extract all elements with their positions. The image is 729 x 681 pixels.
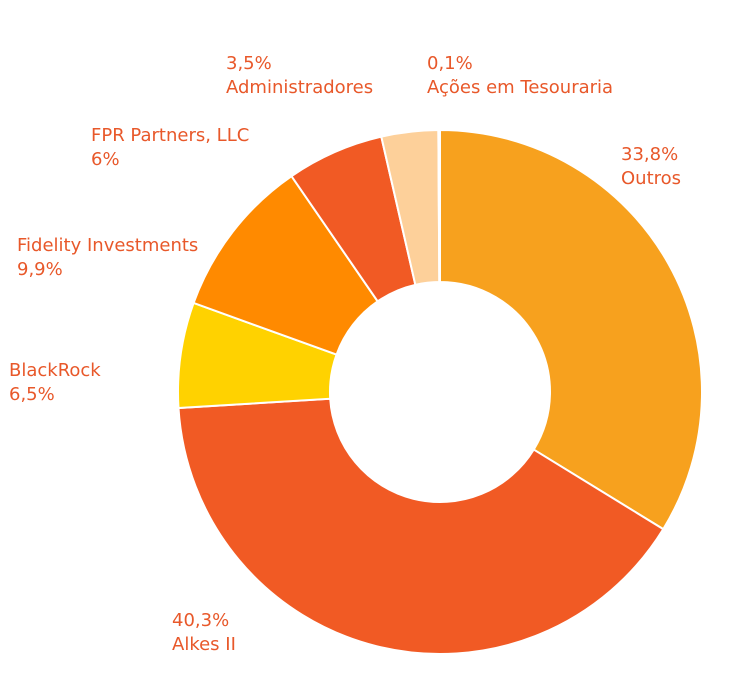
label-acoes-name: Ações em Tesouraria — [427, 77, 614, 98]
label-outros: 33,8% Outros — [621, 143, 681, 191]
label-alkes-value: 40,3% — [172, 610, 230, 631]
slice-outros — [439, 128, 703, 531]
label-blackrock-value: 6,5% — [9, 384, 55, 405]
label-blackrock: BlackRock 6,5% — [9, 359, 101, 407]
label-fpr-value: 6% — [91, 149, 120, 170]
label-acoes-value: 0,1% — [427, 53, 473, 74]
slice-alkes-ii — [177, 397, 665, 655]
label-administradores-name: Administradores — [226, 77, 374, 98]
label-alkes-name: Alkes II — [172, 634, 236, 655]
label-blackrock-name: BlackRock — [9, 360, 101, 381]
label-administradores-value: 3,5% — [226, 53, 272, 74]
label-administradores: 3,5% Administradores — [226, 52, 373, 100]
label-alkes: 40,3% Alkes II — [172, 609, 236, 657]
label-outros-value: 33,8% — [621, 144, 679, 165]
label-outros-name: Outros — [621, 168, 682, 189]
label-fpr-name: FPR Partners, LLC — [91, 125, 250, 146]
label-acoes-em-tesouraria: 0,1% Ações em Tesouraria — [427, 52, 613, 100]
label-fidelity-value: 9,9% — [17, 259, 63, 280]
label-fidelity-name: Fidelity Investments — [17, 235, 199, 256]
slice-a-es-em-tesouraria — [437, 128, 441, 284]
label-fpr-partners: FPR Partners, LLC 6% — [91, 124, 249, 172]
label-fidelity: Fidelity Investments 9,9% — [17, 234, 198, 282]
slice-fidelity-investments — [192, 174, 380, 356]
